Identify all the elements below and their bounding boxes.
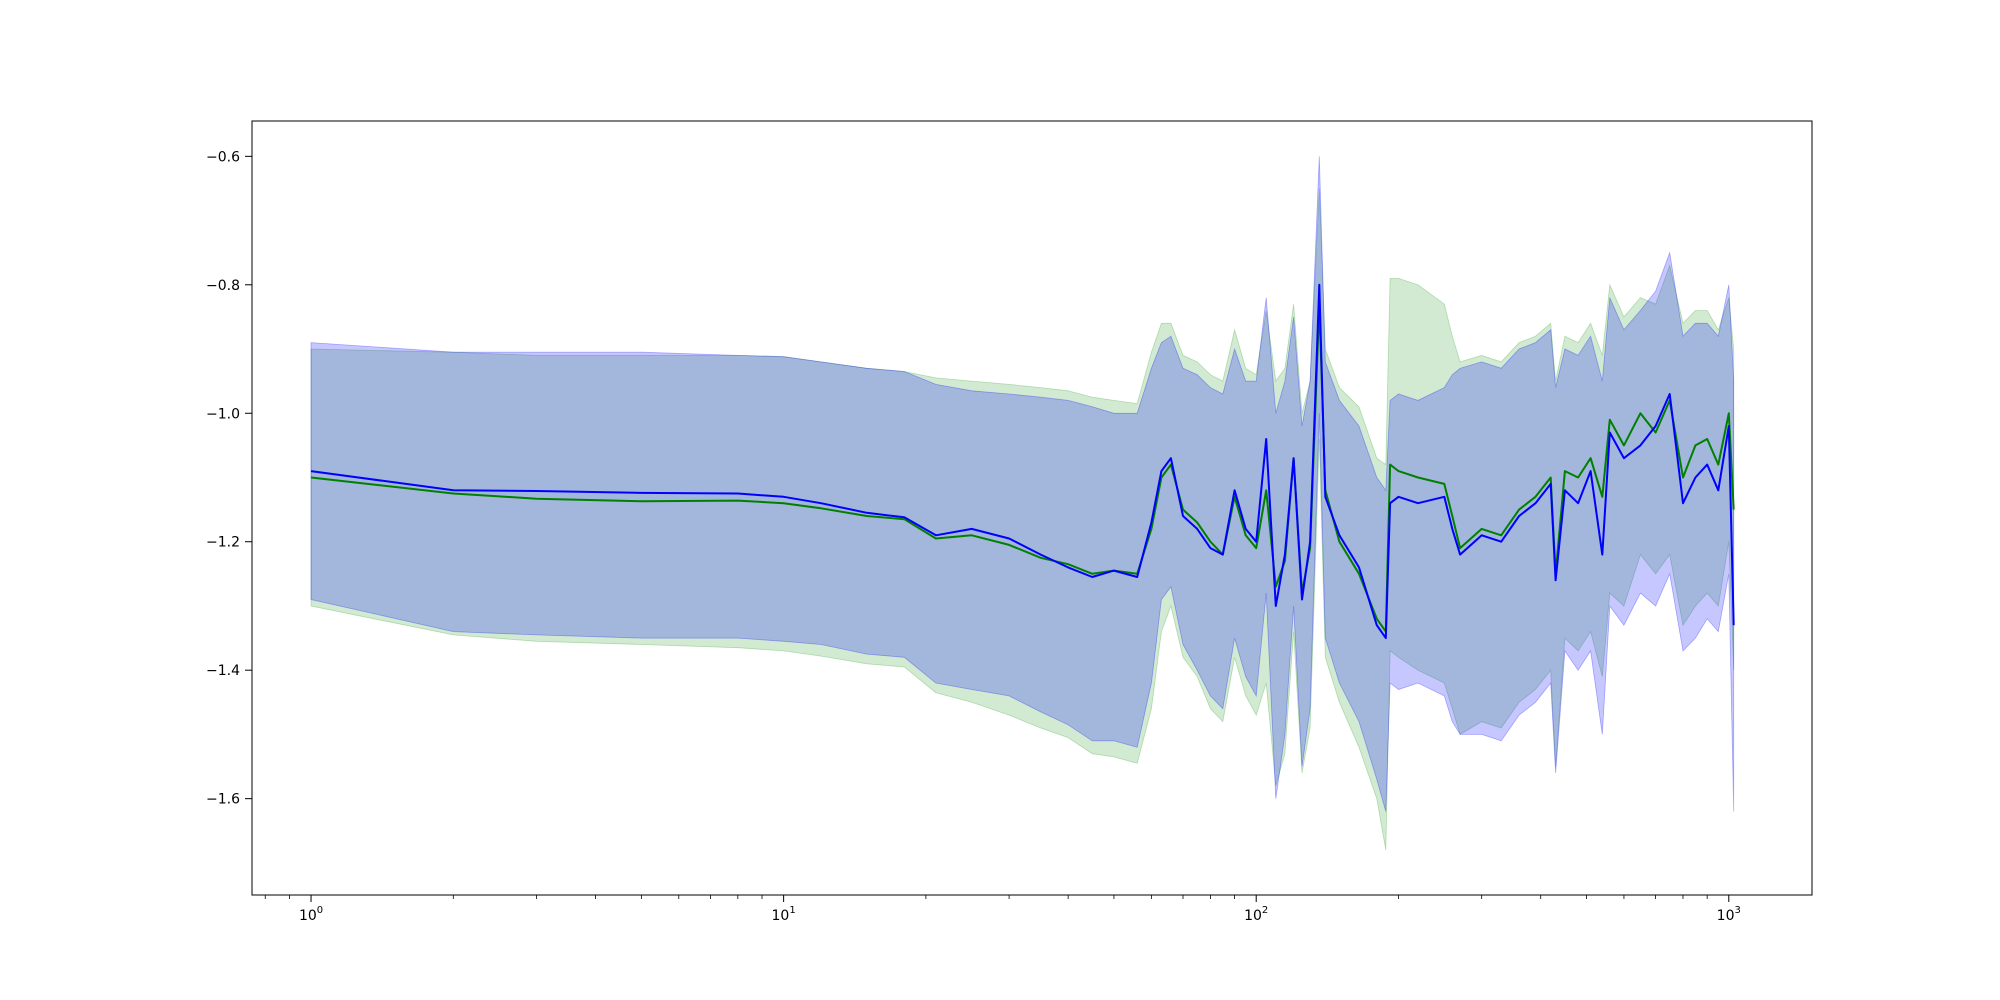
x-tick-label: 101 [772,905,796,924]
y-tick-label: −1.0 [206,406,240,422]
y-axis: −0.6 −0.8 −1.0 −1.2 −1.4 −1.6 [206,149,252,808]
series-1-band [310,156,1735,812]
y-tick-label: −1.4 [206,663,240,679]
confidence-bands [310,156,1735,851]
x-tick-label: 103 [1717,905,1741,924]
x-axis: 100 101 102 103 [264,895,1741,924]
y-tick-label: −0.6 [206,149,240,165]
y-tick-label: −1.6 [206,792,240,808]
y-tick-label: −0.8 [206,278,240,294]
x-tick-label: 100 [299,905,323,924]
series-1-line [310,283,1735,640]
series-lines [310,283,1735,640]
y-tick-label: −1.2 [206,535,240,551]
series-0-band [310,188,1735,851]
plot-frame [251,120,1813,896]
x-tick-label: 102 [1244,905,1268,924]
